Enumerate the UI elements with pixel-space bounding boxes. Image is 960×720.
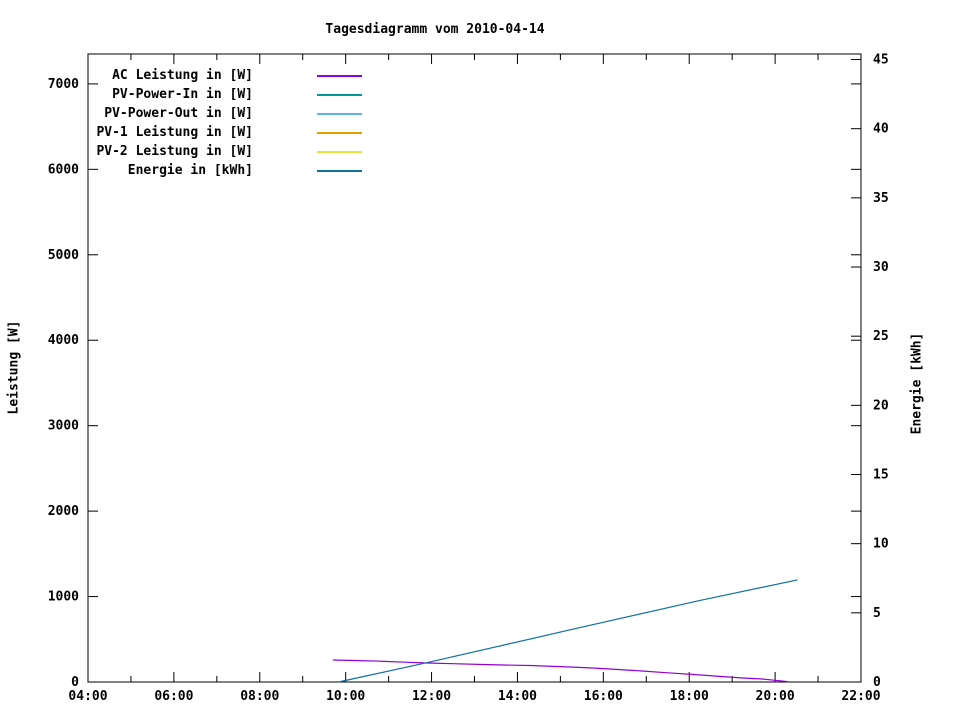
y-right-tick-label: 10 <box>873 537 889 552</box>
legend-item-pv2-leistung: PV-2 Leistung in [W] <box>38 142 362 161</box>
y-left-tick-label: 2000 <box>48 504 79 519</box>
legend-line-swatch <box>317 112 362 115</box>
series-line-energie <box>338 579 798 683</box>
legend-item-pv1-leistung: PV-1 Leistung in [W] <box>38 123 362 142</box>
legend-label: AC Leistung in [W] <box>112 68 253 83</box>
legend-line-swatch <box>317 93 362 96</box>
x-tick-label: 12:00 <box>412 689 451 704</box>
x-tick-label: 16:00 <box>584 689 623 704</box>
x-tick-label: 20:00 <box>756 689 795 704</box>
legend-item-pv-power-out: PV-Power-Out in [W] <box>38 104 362 123</box>
y-right-tick-label: 5 <box>873 606 881 621</box>
y-right-tick-label: 0 <box>873 675 881 690</box>
y-right-tick-label: 25 <box>873 329 889 344</box>
legend-item-ac-leistung: AC Leistung in [W] <box>38 66 362 85</box>
x-tick-label: 06:00 <box>154 689 193 704</box>
y-left-tick-label: 6000 <box>48 162 79 177</box>
y-right-tick-label: 35 <box>873 191 889 206</box>
chart-title: Tagesdiagramm vom 2010-04-14 <box>325 22 545 37</box>
legend-label: PV-2 Leistung in [W] <box>96 144 253 159</box>
legend-item-energie: Energie in [kWh] <box>38 161 362 180</box>
x-tick-label: 08:00 <box>240 689 279 704</box>
series-line-ac-leistung <box>332 659 788 683</box>
y-right-tick-label: 30 <box>873 260 889 275</box>
y-left-tick-label: 1000 <box>48 590 79 605</box>
y-right-tick-label: 15 <box>873 468 889 483</box>
legend-line-swatch <box>317 131 362 134</box>
y-left-tick-label: 4000 <box>48 333 79 348</box>
legend-line-swatch <box>317 74 362 77</box>
y-right-tick-label: 40 <box>873 122 889 137</box>
x-tick-label: 18:00 <box>670 689 709 704</box>
legend-label: Energie in [kWh] <box>127 163 253 178</box>
y-left-tick-label: 7000 <box>48 77 79 92</box>
x-tick-label: 14:00 <box>498 689 537 704</box>
legend-line-swatch <box>317 169 362 172</box>
x-tick-label: 22:00 <box>841 689 880 704</box>
legend-item-pv-power-in: PV-Power-In in [W] <box>38 85 362 104</box>
legend-line-swatch <box>317 150 362 153</box>
x-tick-label: 04:00 <box>68 689 107 704</box>
y-left-tick-label: 0 <box>71 675 79 690</box>
y-right-tick-label: 20 <box>873 398 889 413</box>
legend-label: PV-Power-Out in [W] <box>104 106 253 121</box>
y-left-tick-label: 3000 <box>48 419 79 434</box>
y-right-tick-label: 45 <box>873 53 889 68</box>
x-tick-label: 10:00 <box>326 689 365 704</box>
y-left-tick-label: 5000 <box>48 248 79 263</box>
legend-label: PV-1 Leistung in [W] <box>96 125 253 140</box>
legend-label: PV-Power-In in [W] <box>112 87 253 102</box>
